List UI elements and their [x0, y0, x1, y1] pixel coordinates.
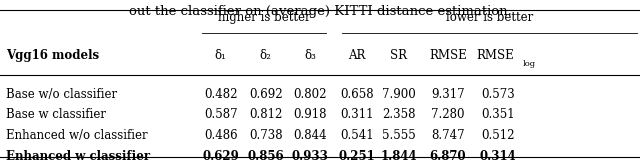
Text: 9.317: 9.317 — [431, 87, 465, 101]
Text: 0.738: 0.738 — [249, 129, 282, 142]
Text: 1.844: 1.844 — [380, 150, 417, 162]
Text: 0.812: 0.812 — [249, 108, 282, 122]
Text: 0.351: 0.351 — [481, 108, 515, 122]
Text: 8.747: 8.747 — [431, 129, 465, 142]
Text: δ₃: δ₃ — [305, 49, 316, 62]
Text: 0.658: 0.658 — [340, 87, 374, 101]
Text: δ₂: δ₂ — [260, 49, 271, 62]
Text: 0.573: 0.573 — [481, 87, 515, 101]
Text: Enhanced w classifier: Enhanced w classifier — [6, 150, 150, 162]
Text: 0.541: 0.541 — [340, 129, 374, 142]
Text: Enhanced w/o classifier: Enhanced w/o classifier — [6, 129, 148, 142]
Text: 0.692: 0.692 — [249, 87, 282, 101]
Text: 7.280: 7.280 — [431, 108, 465, 122]
Text: 0.844: 0.844 — [294, 129, 327, 142]
Text: higher is better: higher is better — [218, 11, 310, 24]
Text: out the classifier on (average) KITTI distance estimation.: out the classifier on (average) KITTI di… — [129, 5, 511, 18]
Text: Vgg16 models: Vgg16 models — [6, 49, 100, 62]
Text: 0.802: 0.802 — [294, 87, 327, 101]
Text: RMSE: RMSE — [429, 49, 467, 62]
Text: 0.856: 0.856 — [247, 150, 284, 162]
Text: δ₁: δ₁ — [215, 49, 227, 62]
Text: 6.870: 6.870 — [429, 150, 467, 162]
Text: 0.629: 0.629 — [202, 150, 239, 162]
Text: 5.555: 5.555 — [382, 129, 415, 142]
Text: 0.251: 0.251 — [339, 150, 376, 162]
Text: 0.587: 0.587 — [204, 108, 237, 122]
Text: SR: SR — [390, 49, 407, 62]
Text: 0.311: 0.311 — [340, 108, 374, 122]
Text: 0.486: 0.486 — [204, 129, 237, 142]
Text: lower is better: lower is better — [446, 11, 533, 24]
Text: 0.512: 0.512 — [481, 129, 515, 142]
Text: 2.358: 2.358 — [382, 108, 415, 122]
Text: 7.900: 7.900 — [382, 87, 415, 101]
Text: RMSE: RMSE — [476, 49, 513, 62]
Text: AR: AR — [348, 49, 366, 62]
Text: Base w classifier: Base w classifier — [6, 108, 106, 122]
Text: 0.918: 0.918 — [294, 108, 327, 122]
Text: Base w/o classifier: Base w/o classifier — [6, 87, 118, 101]
Text: 0.314: 0.314 — [479, 150, 516, 162]
Text: log: log — [522, 60, 536, 68]
Text: 0.933: 0.933 — [292, 150, 329, 162]
Text: 0.482: 0.482 — [204, 87, 237, 101]
